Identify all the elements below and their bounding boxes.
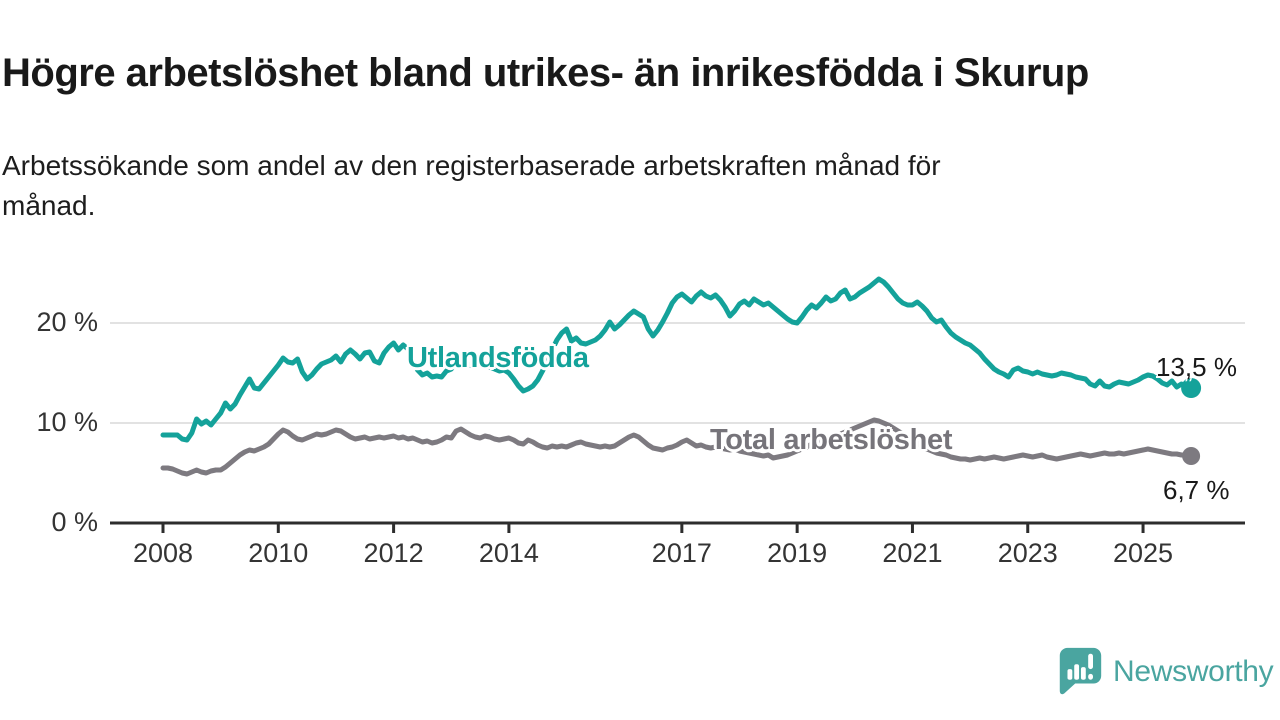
x-axis-tick-label: 2017: [652, 538, 712, 568]
x-axis-tick-label: 2014: [479, 538, 539, 568]
series-label-utlandsfodda: Utlandsfödda: [407, 342, 589, 374]
x-axis-tick-label: 2025: [1113, 538, 1173, 568]
end-value-label-utlandsfodda: 13,5 %: [1156, 352, 1237, 382]
y-axis-tick-label: 0 %: [51, 507, 98, 537]
newsworthy-logo[interactable]: Newsworthy: [1057, 646, 1274, 698]
x-axis-tick-label: 2010: [248, 538, 308, 568]
series-line-utlandsfodda: [160, 276, 1194, 443]
y-axis-tick-label: 20 %: [36, 307, 98, 337]
x-axis-tick-label: 2008: [133, 538, 193, 568]
end-value-label-total-arbetsloshet: 6,7 %: [1163, 475, 1230, 505]
series-end-dot-total-arbetsloshet: [1182, 447, 1201, 465]
series-line-total-arbetsloshet: [160, 417, 1194, 477]
series-end-dot-utlandsfodda: [1181, 378, 1202, 398]
page-title: Högre arbetslöshet bland utrikes- än inr…: [2, 50, 1089, 95]
subtitle-line-2: månad.: [2, 190, 96, 222]
newsworthy-logo-text: Newsworthy: [1113, 655, 1274, 688]
x-axis-tick-label: 2023: [998, 538, 1058, 568]
x-axis-tick-label: 2021: [882, 538, 942, 568]
x-axis-tick-label: 2019: [767, 538, 827, 568]
page-subtitle: Arbetssökande som andel av den registerb…: [2, 146, 1192, 226]
newsworthy-speech-bubble-bar-chart-icon: [1059, 647, 1102, 695]
x-axis-tick-label: 2012: [364, 538, 424, 568]
series-label-total-arbetsloshet: Total arbetslöshet: [710, 424, 953, 456]
subtitle-line-1: Arbetssökande som andel av den registerb…: [2, 150, 941, 181]
y-axis-tick-label: 10 %: [36, 407, 98, 437]
